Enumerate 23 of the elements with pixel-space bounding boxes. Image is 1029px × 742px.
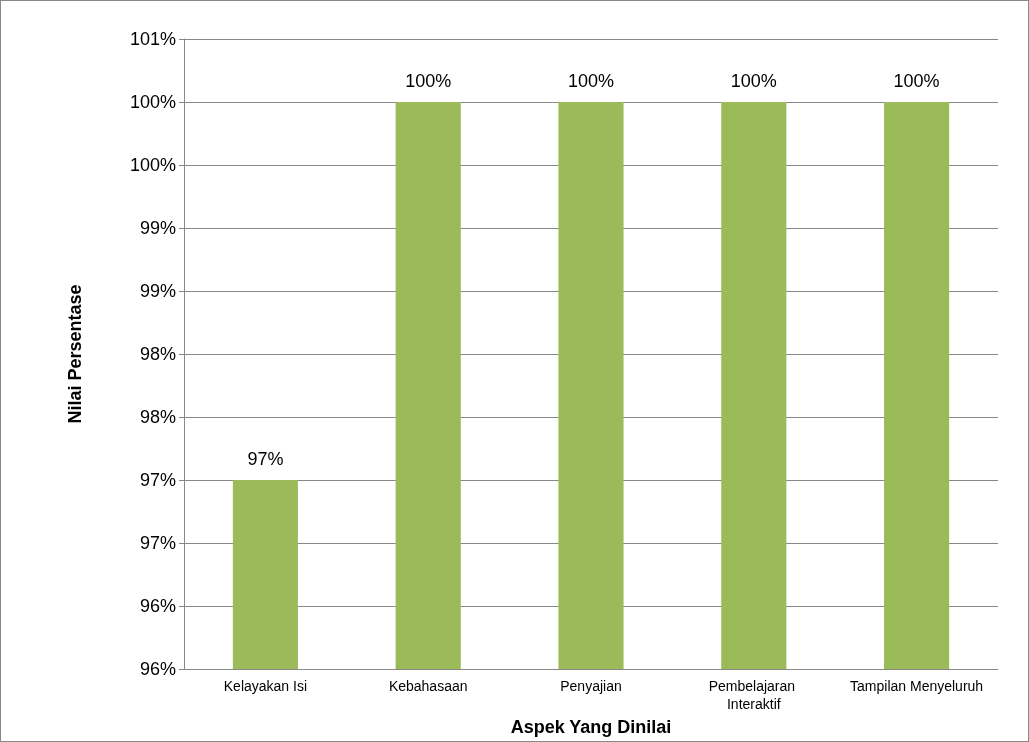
x-axis-title: Aspek Yang Dinilai [510, 717, 672, 737]
x-tick-label: Kebahasaan [388, 678, 468, 695]
y-tick-label: 100% [129, 155, 176, 176]
y-tick-label: 101% [129, 29, 176, 49]
y-tick-label: 96% [139, 659, 176, 680]
x-tick-label: Pembelajaran Interaktif [708, 678, 799, 713]
x-tick-label: Tampilan Menyeluruh [850, 678, 984, 695]
y-tick-label: 99% [139, 218, 176, 239]
y-tick-label: 97% [139, 533, 176, 554]
y-tick-label: 96% [139, 596, 176, 617]
y-tick-label: 97% [139, 470, 176, 491]
x-tick-label: Kelayakan Isi [223, 678, 308, 695]
y-tick-label: 99% [139, 281, 176, 302]
x-tick-label: Penyajian [560, 678, 622, 695]
data-label: 100% [567, 71, 615, 92]
y-tick-label: 98% [139, 407, 176, 428]
y-tick-label: 98% [139, 344, 176, 365]
data-label: 97% [247, 449, 284, 470]
data-label: 100% [730, 71, 777, 92]
y-axis-title: Nilai Persentase [65, 284, 85, 424]
y-tick-label: 100% [129, 92, 176, 113]
data-label: 100% [893, 71, 940, 92]
data-label: 100% [405, 71, 452, 92]
